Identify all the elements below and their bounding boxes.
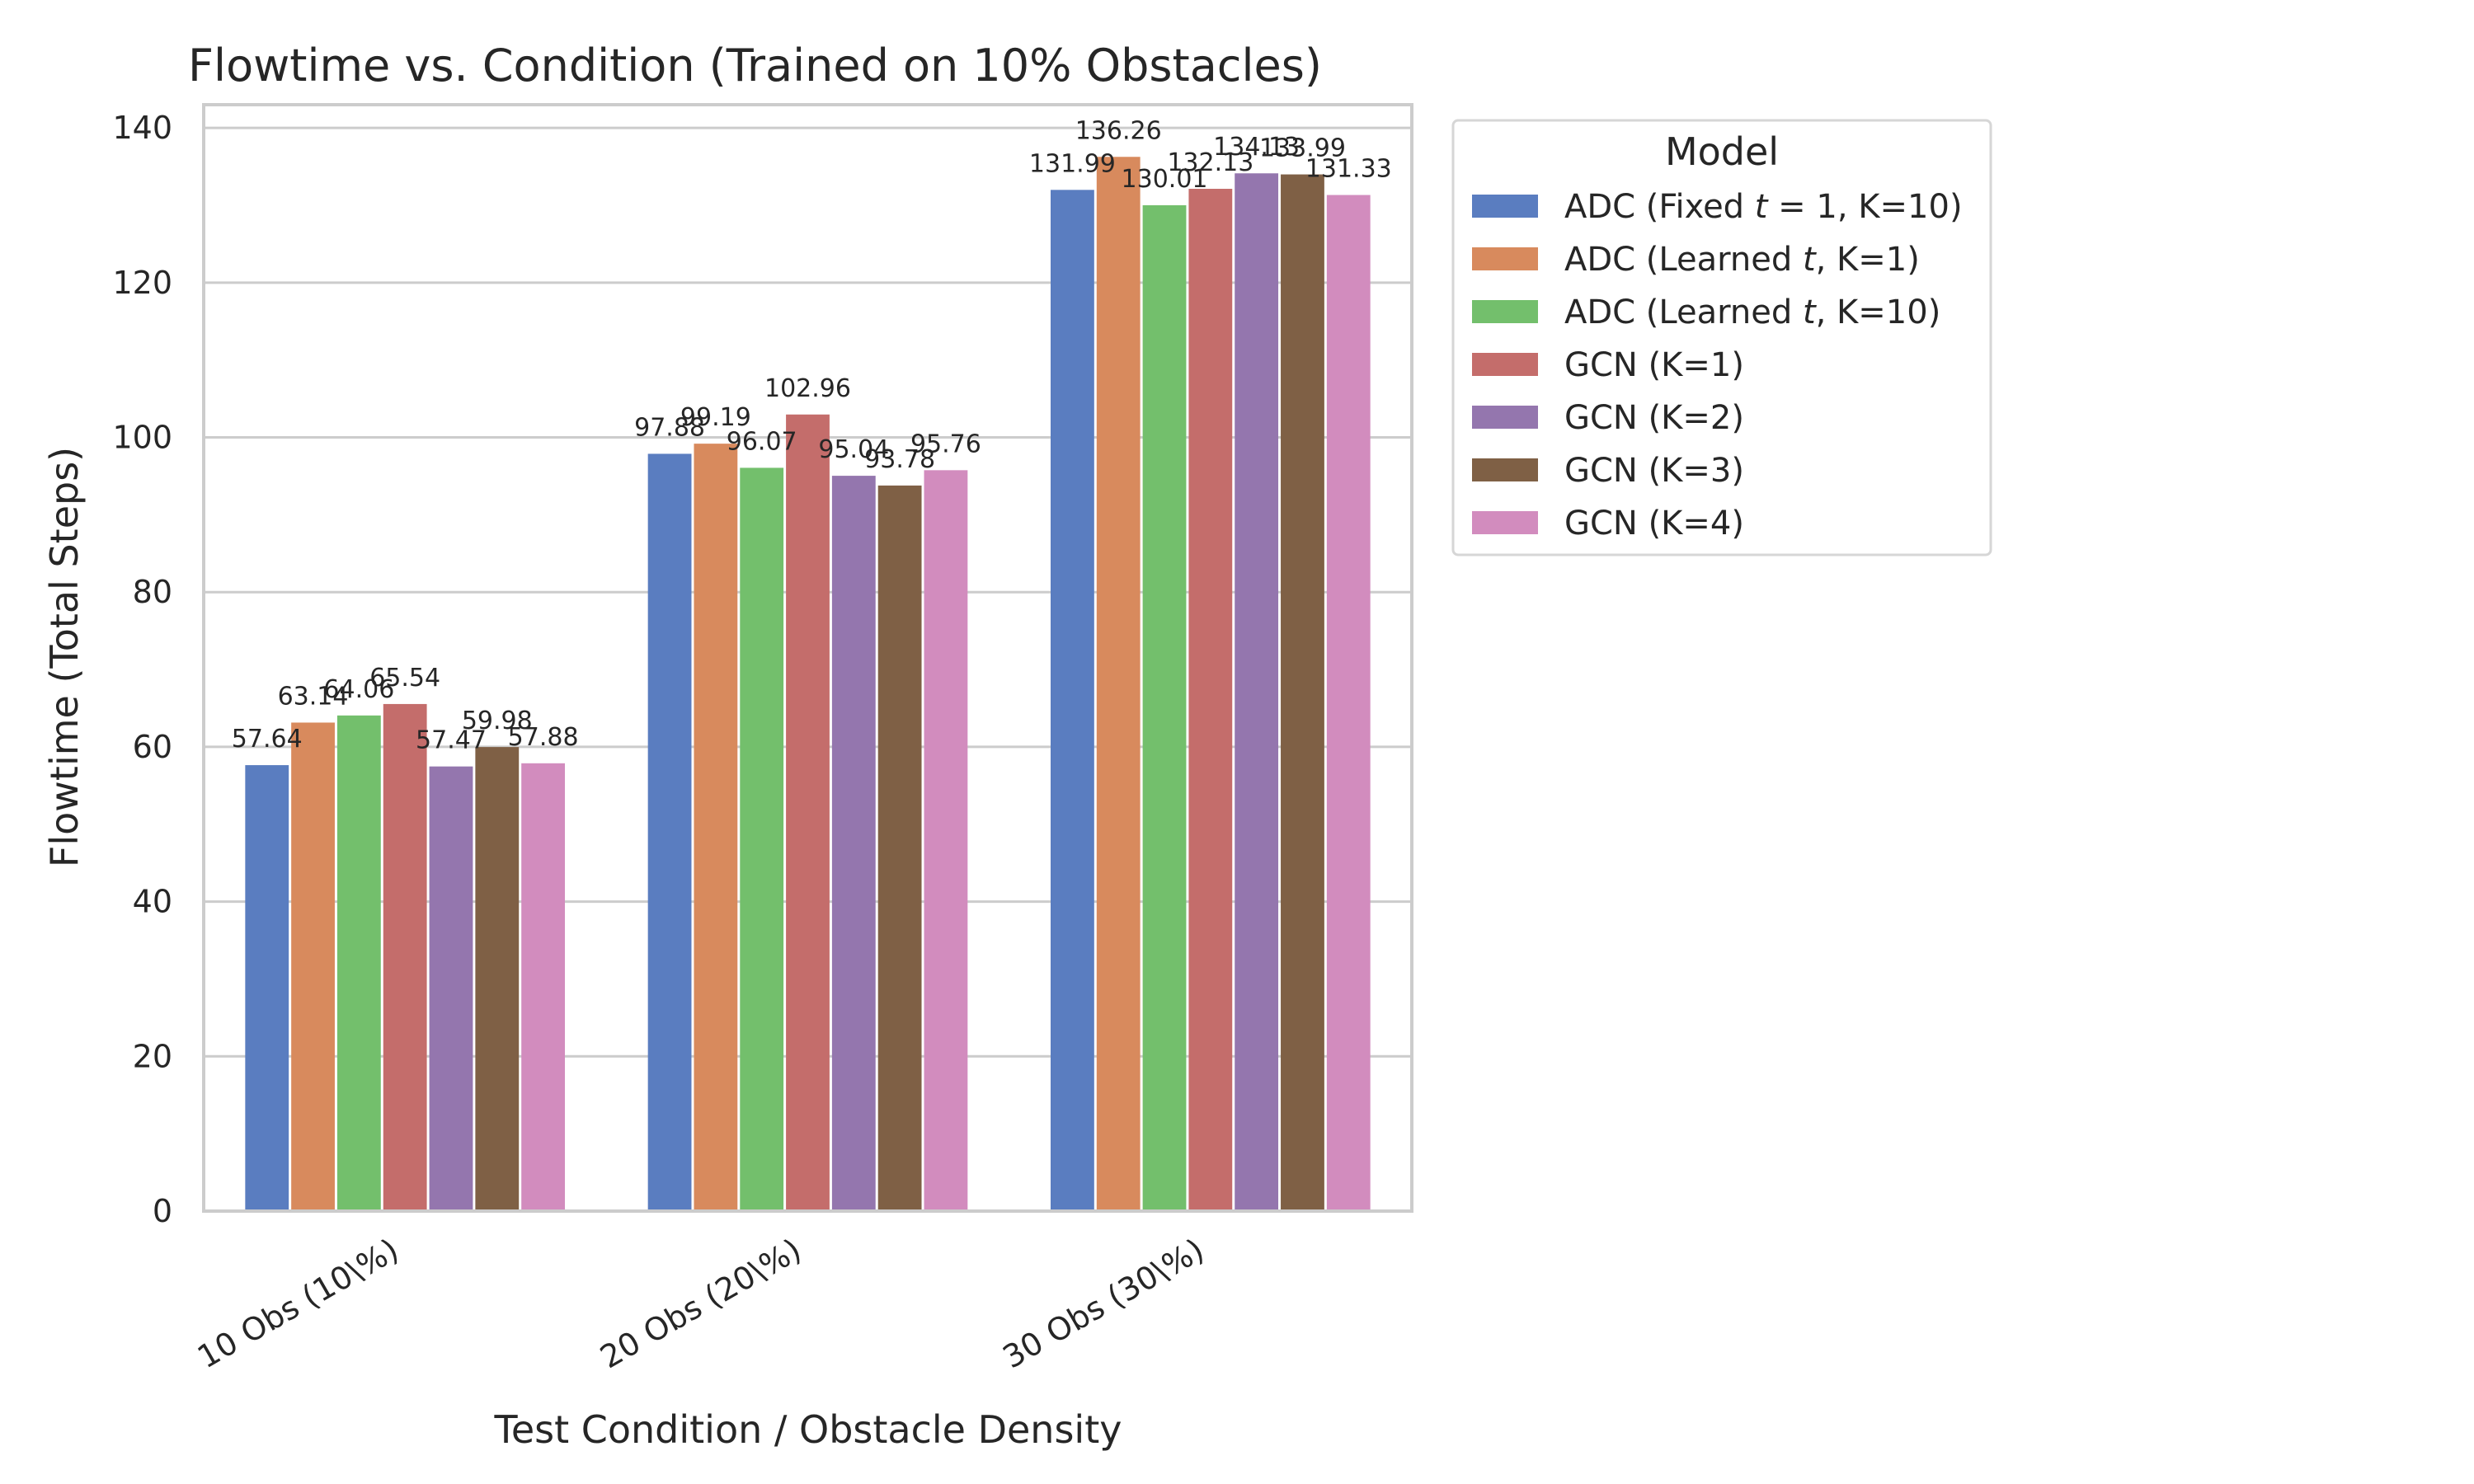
legend-label: ADC (Learned t, K=1) [1564, 241, 1920, 279]
data-label: 130.01 [1122, 165, 1208, 194]
bar [245, 765, 289, 1211]
legend-swatch [1472, 195, 1538, 218]
y-tick-label: 80 [133, 574, 172, 610]
legend-box [1451, 119, 1992, 556]
data-label: 102.96 [764, 374, 851, 403]
bar [1281, 174, 1324, 1211]
bar [1051, 190, 1094, 1212]
bar [831, 476, 876, 1211]
x-axis-label: Test Condition / Obstacle Density [494, 1407, 1122, 1452]
y-tick-label: 0 [153, 1193, 172, 1229]
data-label: 96.07 [727, 427, 797, 456]
bar [647, 453, 692, 1211]
data-label: 59.98 [462, 707, 533, 735]
legend-label: GCN (K=1) [1564, 346, 1744, 384]
bar [291, 722, 335, 1211]
data-label: 95.04 [818, 435, 889, 464]
bar [429, 766, 473, 1211]
data-label: 132.13 [1167, 148, 1253, 177]
legend-swatch [1472, 353, 1538, 376]
y-tick-label: 100 [112, 420, 172, 456]
legend-label: GCN (K=2) [1564, 399, 1744, 437]
legend-label: ADC (Learned t, K=10) [1564, 294, 1940, 331]
y-tick-labels: 0 20 40 60 80 100 120 140 [112, 110, 172, 1229]
legend-swatch [1472, 300, 1538, 323]
bar [786, 414, 830, 1211]
bars [245, 157, 1371, 1212]
legend-items: ADC (Fixed t = 1, K=10) ADC (Learned t, K… [1472, 188, 1963, 542]
bar [740, 467, 784, 1211]
data-label: 65.54 [369, 664, 440, 693]
data-label: 93.78 [864, 445, 935, 474]
data-label: 64.06 [323, 675, 394, 704]
bar [1326, 195, 1371, 1212]
y-tick-label: 20 [133, 1038, 172, 1074]
legend-title: Model [1665, 129, 1779, 174]
data-label: 57.64 [232, 725, 303, 754]
data-label: 136.26 [1075, 116, 1162, 145]
legend-swatch [1472, 458, 1538, 481]
data-label: 131.99 [1029, 149, 1116, 178]
bar [383, 703, 427, 1211]
data-label: 95.76 [910, 430, 981, 458]
y-tick-label: 120 [112, 265, 172, 301]
legend: Model ADC (Fixed t = 1, K=10) ADC (Learne… [1451, 119, 1992, 556]
bar [694, 444, 738, 1211]
data-label: 99.19 [680, 403, 751, 432]
legend-label: GCN (K=3) [1564, 452, 1744, 490]
y-tick-label: 60 [133, 729, 172, 765]
y-axis-label: Flowtime (Total Steps) [42, 447, 87, 867]
x-tick-label: 10 Obs (10\%) [191, 1232, 405, 1376]
legend-swatch [1472, 247, 1538, 270]
bar [1235, 173, 1279, 1211]
bar [521, 763, 565, 1211]
data-label: 57.47 [416, 726, 487, 755]
x-tick-labels: 10 Obs (10\%) 20 Obs (20\%) 30 Obs (30\%) [191, 1232, 1210, 1376]
bar [1096, 157, 1141, 1211]
x-tick-label: 20 Obs (20\%) [594, 1232, 807, 1376]
data-label: 134.13 [1213, 133, 1300, 162]
y-tick-label: 40 [133, 884, 172, 920]
bar [336, 715, 381, 1211]
y-tick-label: 140 [112, 110, 172, 146]
bar [924, 470, 968, 1211]
chart-title: Flowtime vs. Condition (Trained on 10% O… [188, 40, 1322, 92]
legend-label: ADC (Fixed t = 1, K=10) [1564, 188, 1963, 226]
bar [1142, 204, 1187, 1212]
x-tick-label: 30 Obs (30\%) [997, 1232, 1211, 1376]
data-labels: 57.64 97.88 131.99 63.14 99.19 136.26 64.06 96.… [232, 116, 1392, 754]
bar [475, 747, 520, 1211]
legend-label: GCN (K=4) [1564, 505, 1744, 542]
data-label: 63.14 [278, 682, 349, 711]
data-label: 97.88 [634, 413, 705, 442]
bar [877, 485, 922, 1211]
data-label: 133.99 [1259, 134, 1346, 163]
data-label: 57.88 [508, 723, 579, 752]
plot-frame [202, 103, 1413, 1213]
legend-swatch [1472, 406, 1538, 429]
data-label: 131.33 [1305, 155, 1392, 184]
bar [1188, 189, 1233, 1212]
legend-swatch [1472, 511, 1538, 534]
